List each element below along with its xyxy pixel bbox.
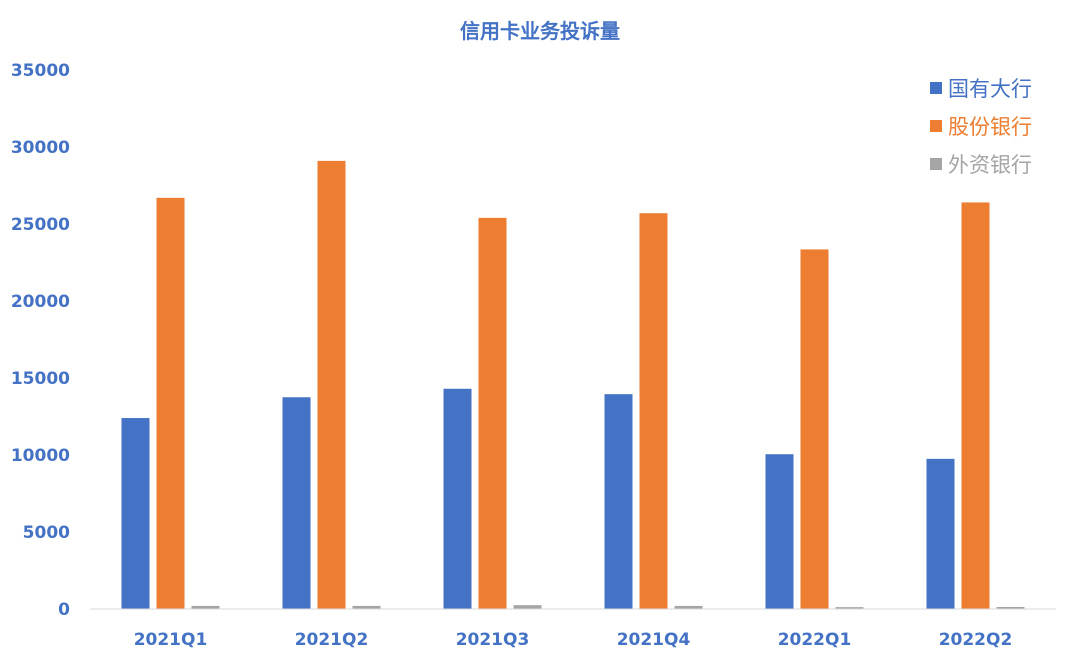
bar-2021Q3-series-1 xyxy=(443,388,472,609)
bar-2021Q4-series-1 xyxy=(604,394,633,609)
x-tick-label: 2022Q2 xyxy=(939,630,1013,650)
y-tick-label: 35000 xyxy=(11,61,70,81)
legend-label: 股份银行 xyxy=(948,115,1032,139)
bar-2021Q4-series-3 xyxy=(674,605,703,609)
y-axis: 0 5000 10000 15000 20000 25000 30000 35000 xyxy=(11,61,70,620)
plot-area xyxy=(121,160,1025,610)
bar-2021Q4-series-2 xyxy=(639,213,668,609)
legend-swatch xyxy=(930,120,942,132)
bar-2021Q2-series-2 xyxy=(317,160,346,610)
x-tick-label: 2021Q2 xyxy=(295,630,369,650)
bar-2021Q2-series-3 xyxy=(352,605,381,609)
bar-2022Q1-series-2 xyxy=(800,249,829,609)
bar-2022Q1-series-1 xyxy=(765,454,794,609)
bar-2022Q2-series-3 xyxy=(996,606,1025,609)
y-tick-label: 5000 xyxy=(23,523,70,543)
y-tick-label: 10000 xyxy=(11,446,70,466)
bar-2021Q3-series-2 xyxy=(478,217,507,609)
x-tick-label: 2021Q4 xyxy=(617,630,691,650)
x-axis: 2021Q1 2021Q2 2021Q3 2021Q4 2022Q1 2022Q2 xyxy=(134,630,1013,650)
y-tick-label: 20000 xyxy=(11,292,70,312)
x-tick-label: 2022Q1 xyxy=(778,630,852,650)
y-tick-label: 30000 xyxy=(11,138,70,158)
legend-label: 国有大行 xyxy=(948,77,1032,101)
x-tick-label: 2021Q3 xyxy=(456,630,530,650)
bar-2022Q2-series-1 xyxy=(926,458,955,609)
legend-swatch xyxy=(930,158,942,170)
bar-2021Q1-series-2 xyxy=(156,197,185,609)
bar-2022Q1-series-3 xyxy=(835,607,864,609)
bar-2021Q3-series-3 xyxy=(513,605,542,609)
legend-swatch xyxy=(930,82,942,94)
bar-2021Q1-series-1 xyxy=(121,418,150,609)
x-tick-label: 2021Q1 xyxy=(134,630,208,650)
bar-2022Q2-series-2 xyxy=(961,202,990,609)
chart-title: 信用卡业务投诉量 xyxy=(460,19,620,43)
y-tick-label: 0 xyxy=(58,600,70,620)
y-tick-label: 25000 xyxy=(11,215,70,235)
bar-2021Q2-series-1 xyxy=(282,397,311,609)
legend-label: 外资银行 xyxy=(948,153,1032,177)
y-tick-label: 15000 xyxy=(11,369,70,389)
bar-2021Q1-series-3 xyxy=(191,605,220,609)
